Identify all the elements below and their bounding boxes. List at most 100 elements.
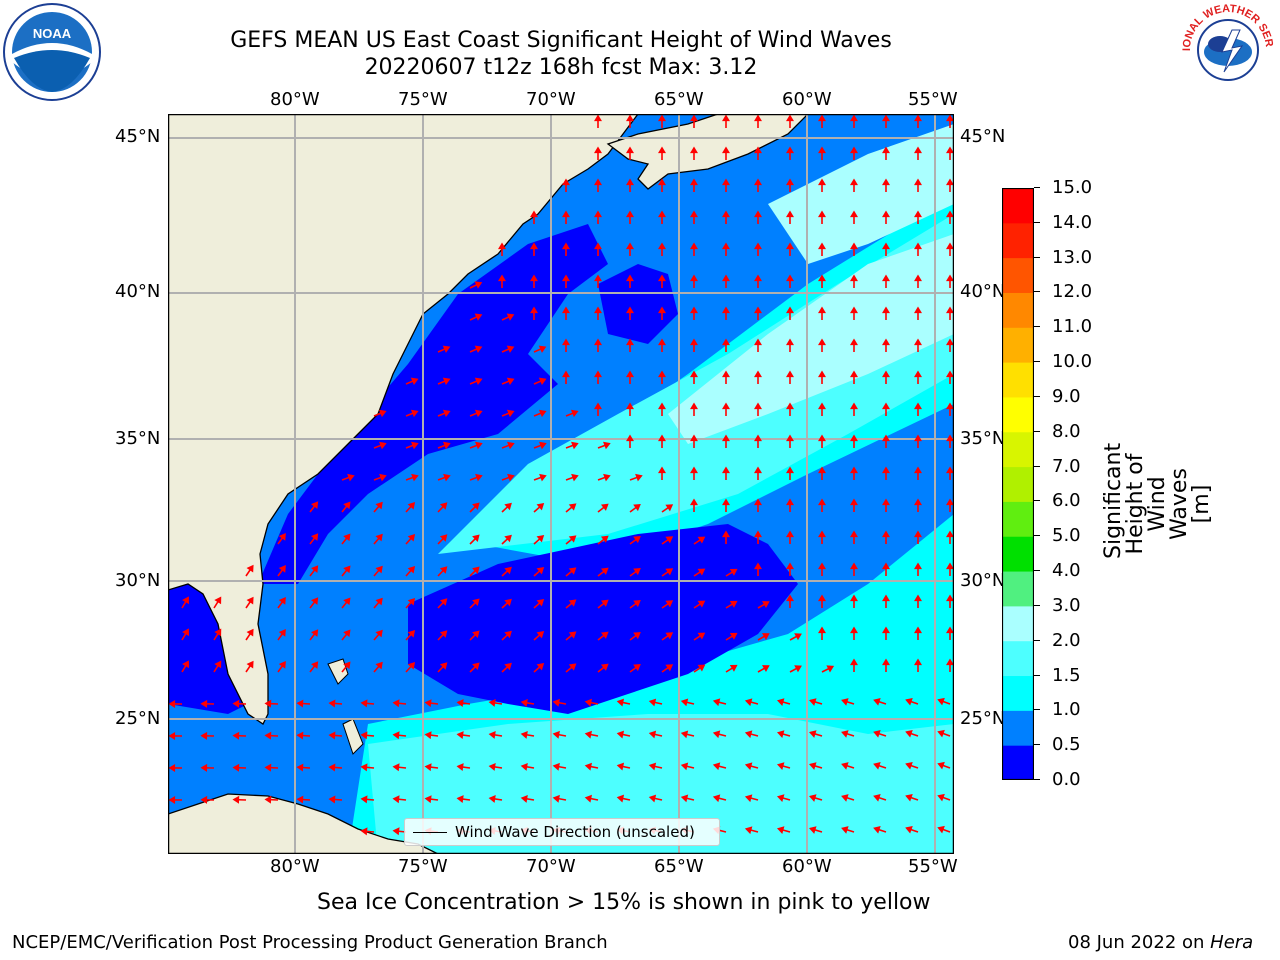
wind-wave-vector-head	[850, 370, 858, 378]
wind-wave-vector-head	[360, 699, 368, 708]
wind-wave-vector-head	[594, 274, 602, 282]
lon-label-top: 55°W	[908, 89, 958, 110]
colorbar-cell	[1002, 640, 1034, 677]
wind-wave-vector-head	[296, 699, 304, 708]
wind-wave-vector-head	[562, 274, 570, 282]
wind-wave-vector-head	[439, 630, 448, 638]
wind-wave-vector-head	[665, 536, 674, 544]
wind-wave-vector-head	[539, 441, 547, 450]
wave-band-2-3	[668, 234, 954, 444]
wind-wave-vector-head	[905, 793, 913, 802]
colorbar-tick-mark	[1034, 326, 1040, 328]
wind-wave-vector-head	[690, 306, 698, 314]
wind-wave-vector-head	[946, 178, 954, 186]
wind-wave-vector-head	[472, 502, 480, 510]
lat-label-right: 35°N	[960, 428, 1006, 449]
wind-wave-vector-head	[946, 306, 954, 314]
wind-wave-vector-head	[905, 729, 913, 738]
lon-label-bottom: 80°W	[270, 856, 320, 877]
wind-wave-vector-head	[456, 763, 464, 772]
wind-wave-vector-head	[761, 665, 770, 673]
wind-wave-vector-head	[850, 146, 858, 154]
wind-wave-vector-head	[594, 370, 602, 378]
land-nova-scotia	[606, 114, 809, 190]
wind-wave-vector-head	[488, 763, 496, 771]
wind-wave-vector-head	[536, 567, 545, 575]
wind-wave-vector-head	[520, 794, 528, 803]
wind-wave-vector-head	[754, 146, 762, 154]
wind-wave-vector-head	[392, 699, 400, 708]
wind-wave-vector-head	[360, 731, 368, 740]
wind-wave-vector-head	[232, 795, 240, 804]
wind-wave-vector-head	[214, 660, 222, 669]
wind-wave-vector-head	[456, 731, 464, 740]
wind-wave-vector-head	[504, 566, 512, 575]
wind-wave-vector-head	[722, 210, 730, 218]
wind-wave-vector-head	[712, 730, 721, 739]
wind-wave-vector-head	[786, 434, 794, 442]
wind-wave-vector-head	[472, 534, 480, 542]
wind-wave-vector-head	[594, 242, 602, 250]
wind-wave-vector-head	[392, 731, 400, 740]
wind-wave-vector-head	[722, 370, 730, 378]
wind-wave-vector-head	[562, 210, 570, 218]
wind-wave-vector-head	[680, 794, 689, 803]
wind-wave-vector-head	[665, 504, 674, 512]
wind-wave-vector-head	[536, 599, 545, 607]
wind-wave-vector-head	[722, 530, 730, 538]
colorbar-tick-label: 4.0	[1052, 560, 1081, 582]
wind-wave-vector-head	[697, 632, 706, 640]
colorbar-cell	[1002, 362, 1034, 398]
wind-wave-vector-head	[379, 441, 387, 450]
colorbar-tick-label: 1.0	[1052, 699, 1081, 721]
wind-wave-vector-head	[914, 402, 922, 410]
wind-wave-vector-head	[507, 473, 515, 482]
wind-wave-vector-head	[571, 473, 579, 482]
wind-wave-vector-head	[809, 826, 817, 834]
wind-wave-vector-head	[776, 698, 785, 706]
wind-wave-vector-head	[658, 210, 666, 218]
wind-wave-vector-head	[754, 178, 762, 186]
wind-wave-vector-head	[504, 534, 512, 543]
wind-wave-vector-head	[552, 730, 560, 739]
wind-wave-vector-head	[296, 731, 304, 740]
wind-wave-vector-head	[375, 501, 383, 510]
wind-wave-vector-head	[504, 662, 512, 671]
wind-wave-vector-head	[690, 434, 698, 442]
colorbar-tick-mark	[1034, 187, 1040, 188]
wind-wave-vector-head	[776, 730, 785, 738]
wind-wave-vector-head	[786, 338, 794, 346]
wind-wave-vector-head	[882, 370, 890, 378]
colorbar-tick-mark	[1034, 465, 1040, 467]
wind-wave-vector-head	[168, 731, 176, 740]
colorbar-tick-mark	[1034, 779, 1040, 780]
wind-wave-vector-head	[722, 306, 730, 314]
wind-wave-vector-head	[882, 210, 890, 218]
colorbar-tick-mark	[1034, 639, 1040, 641]
wind-wave-vector-head	[407, 597, 416, 606]
wind-wave-vector-head	[937, 729, 945, 738]
wind-wave-vector-head	[722, 338, 730, 346]
colorbar-cell	[1002, 257, 1034, 293]
wind-wave-vector-head	[328, 699, 336, 708]
wind-wave-vector-head	[882, 498, 890, 506]
lon-label-bottom: 60°W	[782, 856, 832, 877]
wind-wave-vector-head	[873, 794, 881, 802]
wind-wave-vector-head	[754, 402, 762, 410]
wind-wave-vector-head	[680, 730, 689, 739]
noaa-logo: NOAA	[3, 3, 101, 101]
wind-wave-vector-head	[946, 626, 954, 634]
national-weather-service-logo: NATIONAL WEATHER SERVICE	[1178, 0, 1276, 98]
wind-wave-vector-head	[754, 210, 762, 218]
wind-wave-vector-head	[407, 565, 416, 574]
wind-wave-vector-head	[946, 562, 954, 570]
wind-wave-vector-head	[442, 377, 451, 386]
wind-wave-vector-head	[786, 274, 794, 282]
wind-wave-vector-head	[328, 795, 336, 804]
wind-wave-vector-head	[343, 661, 351, 670]
wind-wave-vector-head	[658, 274, 666, 282]
wind-wave-vector-head	[946, 274, 954, 282]
wind-wave-vector-head	[754, 242, 762, 250]
wind-wave-vector-head	[360, 827, 368, 836]
wind-wave-vector-head	[690, 466, 698, 474]
